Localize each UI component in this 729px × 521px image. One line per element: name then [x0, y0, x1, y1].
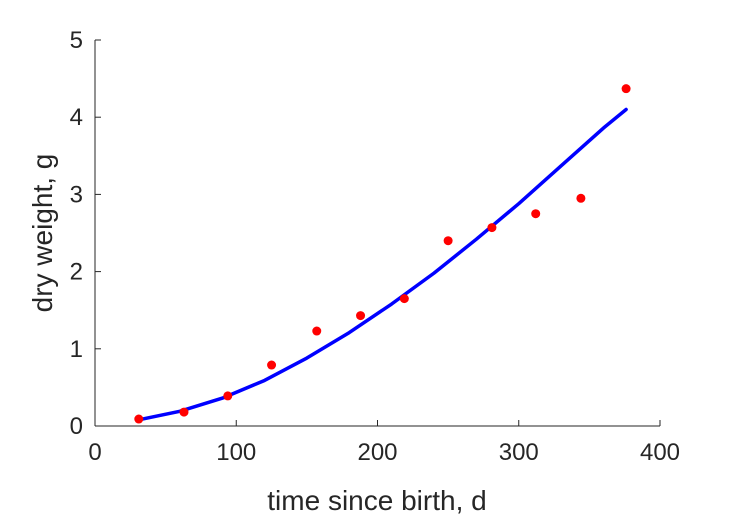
y-tick-label: 5 — [70, 27, 83, 54]
x-tick-label: 400 — [640, 439, 680, 466]
data-point — [179, 407, 189, 417]
y-axis-label: dry weight, g — [27, 154, 58, 313]
data-point — [443, 236, 453, 246]
data-point — [531, 209, 541, 219]
series-layer — [134, 84, 631, 424]
x-tick-label: 200 — [357, 439, 397, 466]
y-tick-label: 3 — [70, 181, 83, 208]
x-axis-label: time since birth, d — [267, 485, 486, 516]
data-point — [399, 294, 409, 304]
data-point — [312, 326, 322, 336]
y-tick-label: 2 — [70, 259, 83, 286]
data-point — [576, 193, 586, 203]
data-point — [621, 84, 631, 94]
x-ticks: 0 100 200 300 400 — [88, 420, 680, 466]
data-point — [134, 414, 144, 424]
x-tick-label: 0 — [88, 439, 101, 466]
data-point — [487, 223, 497, 233]
x-tick-label: 100 — [216, 439, 256, 466]
y-tick-label: 4 — [70, 104, 83, 131]
x-tick-label: 300 — [499, 439, 539, 466]
axes — [94, 40, 660, 427]
y-tick-label: 1 — [70, 336, 83, 363]
y-tick-label: 0 — [70, 413, 83, 440]
data-point — [267, 360, 277, 370]
data-point — [223, 391, 233, 401]
fit-curve — [137, 107, 628, 422]
y-ticks: 0 1 2 3 4 5 — [70, 27, 101, 440]
data-point — [356, 311, 366, 321]
